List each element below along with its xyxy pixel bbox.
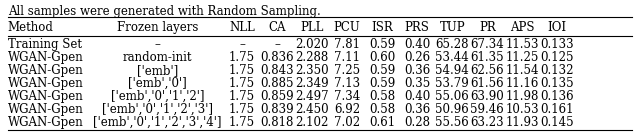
Text: PRS: PRS bbox=[404, 21, 429, 34]
Text: 1.75: 1.75 bbox=[229, 64, 255, 77]
Text: 0.132: 0.132 bbox=[541, 64, 574, 77]
Text: 0.885: 0.885 bbox=[260, 77, 294, 90]
Text: 0.59: 0.59 bbox=[369, 64, 396, 77]
Text: 1.75: 1.75 bbox=[229, 51, 255, 64]
Text: –: – bbox=[239, 38, 245, 51]
Text: APS: APS bbox=[510, 21, 534, 34]
Text: Frozen layers: Frozen layers bbox=[117, 21, 198, 34]
Text: ISR: ISR bbox=[371, 21, 393, 34]
Text: random-init: random-init bbox=[123, 51, 192, 64]
Text: 0.40: 0.40 bbox=[404, 38, 430, 51]
Text: –: – bbox=[155, 38, 161, 51]
Text: 7.81: 7.81 bbox=[334, 38, 360, 51]
Text: PLL: PLL bbox=[300, 21, 324, 34]
Text: 11.25: 11.25 bbox=[506, 51, 539, 64]
Text: IOI: IOI bbox=[548, 21, 567, 34]
Text: 7.13: 7.13 bbox=[334, 77, 360, 90]
Text: 0.36: 0.36 bbox=[404, 103, 430, 116]
Text: 7.02: 7.02 bbox=[334, 116, 360, 129]
Text: Method: Method bbox=[8, 21, 54, 34]
Text: 0.135: 0.135 bbox=[541, 77, 574, 90]
Text: 53.79: 53.79 bbox=[435, 77, 469, 90]
Text: NLL: NLL bbox=[229, 21, 255, 34]
Text: 2.102: 2.102 bbox=[295, 116, 329, 129]
Text: All samples were generated with Random Sampling.: All samples were generated with Random S… bbox=[8, 5, 321, 18]
Text: 11.93: 11.93 bbox=[506, 116, 539, 129]
Text: 0.59: 0.59 bbox=[369, 77, 396, 90]
Text: WGAN-Gpen: WGAN-Gpen bbox=[8, 51, 83, 64]
Text: 50.96: 50.96 bbox=[435, 103, 469, 116]
Text: 0.859: 0.859 bbox=[260, 90, 294, 103]
Text: 0.133: 0.133 bbox=[541, 38, 574, 51]
Text: WGAN-Gpen: WGAN-Gpen bbox=[8, 116, 83, 129]
Text: WGAN-Gpen: WGAN-Gpen bbox=[8, 103, 83, 116]
Text: 2.450: 2.450 bbox=[295, 103, 329, 116]
Text: 0.145: 0.145 bbox=[541, 116, 574, 129]
Text: 63.23: 63.23 bbox=[470, 116, 504, 129]
Text: 7.11: 7.11 bbox=[334, 51, 360, 64]
Text: ['emb','0','1','2','3']: ['emb','0','1','2','3'] bbox=[102, 103, 213, 116]
Text: CA: CA bbox=[268, 21, 285, 34]
Text: 0.35: 0.35 bbox=[404, 77, 430, 90]
Text: 11.16: 11.16 bbox=[506, 77, 539, 90]
Text: 0.836: 0.836 bbox=[260, 51, 294, 64]
Text: ['emb','0','1','2','3','4']: ['emb','0','1','2','3','4'] bbox=[93, 116, 221, 129]
Text: 1.75: 1.75 bbox=[229, 116, 255, 129]
Text: 6.92: 6.92 bbox=[334, 103, 360, 116]
Text: 2.020: 2.020 bbox=[295, 38, 329, 51]
Text: 0.125: 0.125 bbox=[541, 51, 574, 64]
Text: 11.53: 11.53 bbox=[506, 38, 539, 51]
Text: 55.56: 55.56 bbox=[435, 116, 469, 129]
Text: 59.46: 59.46 bbox=[470, 103, 504, 116]
Text: PCU: PCU bbox=[333, 21, 360, 34]
Text: 65.28: 65.28 bbox=[435, 38, 469, 51]
Text: 62.56: 62.56 bbox=[470, 64, 504, 77]
Text: 0.58: 0.58 bbox=[369, 103, 395, 116]
Text: PR: PR bbox=[479, 21, 495, 34]
Text: 0.839: 0.839 bbox=[260, 103, 294, 116]
Text: 0.58: 0.58 bbox=[369, 90, 395, 103]
Text: 2.497: 2.497 bbox=[295, 90, 329, 103]
Text: 0.28: 0.28 bbox=[404, 116, 430, 129]
Text: WGAN-Gpen: WGAN-Gpen bbox=[8, 64, 83, 77]
Text: 7.34: 7.34 bbox=[334, 90, 360, 103]
Text: 0.136: 0.136 bbox=[541, 90, 574, 103]
Text: ['emb','0']: ['emb','0'] bbox=[128, 77, 187, 90]
Text: 2.288: 2.288 bbox=[296, 51, 329, 64]
Text: ['emb']: ['emb'] bbox=[137, 64, 178, 77]
Text: 0.26: 0.26 bbox=[404, 51, 430, 64]
Text: 0.40: 0.40 bbox=[404, 90, 430, 103]
Text: 0.36: 0.36 bbox=[404, 64, 430, 77]
Text: 0.161: 0.161 bbox=[541, 103, 574, 116]
Text: 2.350: 2.350 bbox=[295, 64, 329, 77]
Text: Training Set: Training Set bbox=[8, 38, 82, 51]
Text: 7.25: 7.25 bbox=[334, 64, 360, 77]
Text: 10.53: 10.53 bbox=[506, 103, 539, 116]
Text: 2.349: 2.349 bbox=[295, 77, 329, 90]
Text: 53.44: 53.44 bbox=[435, 51, 469, 64]
Text: –: – bbox=[274, 38, 280, 51]
Text: 11.98: 11.98 bbox=[506, 90, 539, 103]
Text: 0.843: 0.843 bbox=[260, 64, 294, 77]
Text: TUP: TUP bbox=[440, 21, 465, 34]
Text: 63.90: 63.90 bbox=[470, 90, 504, 103]
Text: 1.75: 1.75 bbox=[229, 90, 255, 103]
Text: ['emb','0','1','2']: ['emb','0','1','2'] bbox=[111, 90, 204, 103]
Text: 0.60: 0.60 bbox=[369, 51, 396, 64]
Text: 0.61: 0.61 bbox=[369, 116, 395, 129]
Text: 67.34: 67.34 bbox=[470, 38, 504, 51]
Text: 0.59: 0.59 bbox=[369, 38, 396, 51]
Text: 1.75: 1.75 bbox=[229, 77, 255, 90]
Text: 1.75: 1.75 bbox=[229, 103, 255, 116]
Text: 11.54: 11.54 bbox=[506, 64, 539, 77]
Text: 54.94: 54.94 bbox=[435, 64, 469, 77]
Text: WGAN-Gpen: WGAN-Gpen bbox=[8, 77, 83, 90]
Text: WGAN-Gpen: WGAN-Gpen bbox=[8, 90, 83, 103]
Text: 61.35: 61.35 bbox=[470, 51, 504, 64]
Text: 55.06: 55.06 bbox=[435, 90, 469, 103]
Text: 0.818: 0.818 bbox=[260, 116, 294, 129]
Text: 61.56: 61.56 bbox=[470, 77, 504, 90]
